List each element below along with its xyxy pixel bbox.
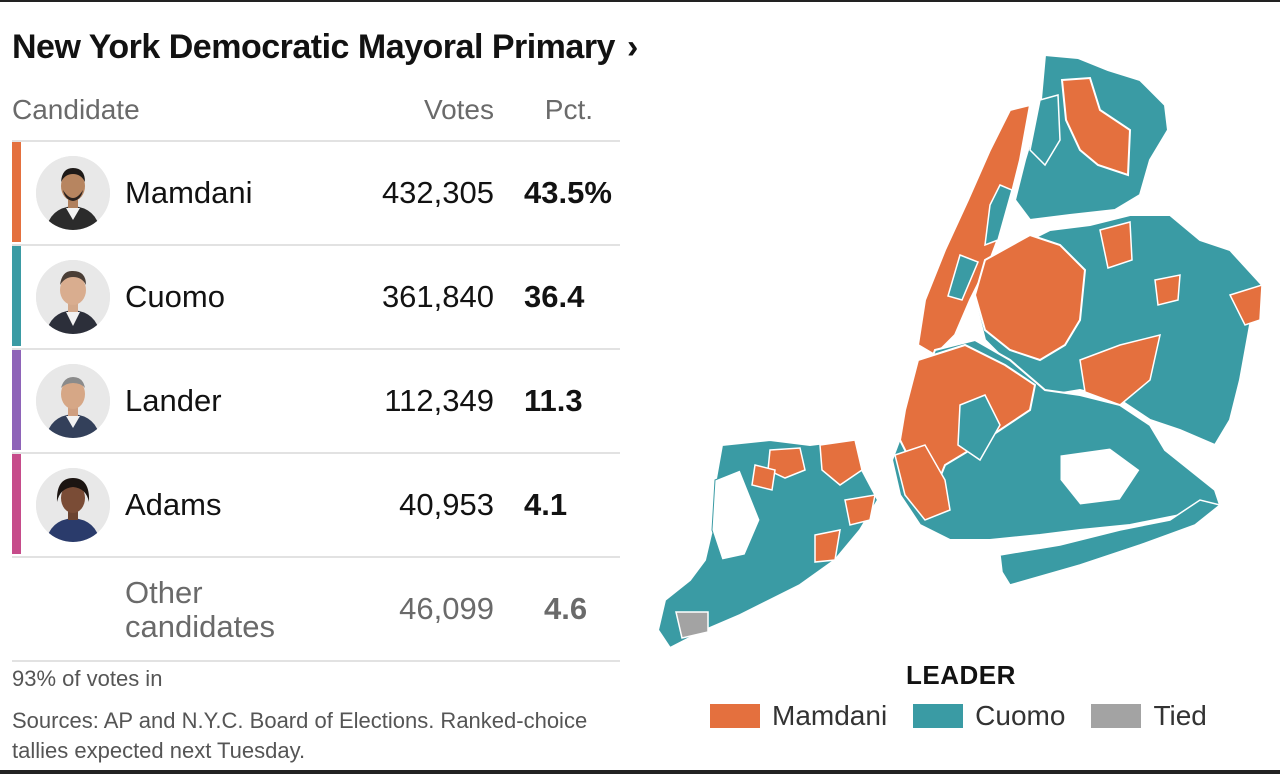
candidate-color-bar	[12, 142, 21, 242]
page-title: New York Democratic Mayoral Primary	[12, 28, 615, 66]
legend-item-cuomo: Cuomo	[913, 700, 1065, 732]
nyc-results-map	[656, 53, 1264, 650]
candidate-color-bar	[12, 246, 21, 346]
map-staten-island	[656, 438, 880, 650]
legend-item-tied: Tied	[1091, 700, 1207, 732]
column-header-votes: Votes	[423, 94, 494, 125]
other-candidates-pct: 4.6	[544, 591, 588, 626]
table-header: Candidate Votes Pct.	[12, 90, 620, 142]
column-header-candidate: Candidate	[12, 94, 140, 125]
legend-title: LEADER	[906, 660, 1016, 690]
map-bronx	[1013, 53, 1170, 222]
legend-label: Mamdani	[772, 700, 888, 731]
candidate-pct: 4.1	[524, 487, 568, 522]
reporting-status: 93% of votes in	[12, 666, 163, 691]
other-candidates-label: Other candidates	[125, 575, 275, 644]
avatar	[36, 260, 110, 334]
column-header-pct: Pct.	[544, 94, 593, 125]
legend-label: Tied	[1153, 700, 1207, 731]
title-link[interactable]: New York Democratic Mayoral Primary ›	[12, 28, 638, 67]
candidate-row-cuomo: Cuomo 361,840 36.4	[12, 246, 620, 350]
other-candidates-row: Other candidates 46,099 4.6	[12, 558, 620, 662]
candidate-row-mamdani: Mamdani 432,305 43.5%	[12, 142, 620, 246]
avatar	[36, 468, 110, 542]
candidate-row-adams: Adams 40,953 4.1	[12, 454, 620, 558]
candidate-name: Cuomo	[125, 279, 225, 314]
candidate-votes: 112,349	[384, 383, 494, 418]
avatar	[36, 364, 110, 438]
candidate-name: Lander	[125, 383, 222, 418]
candidate-pct: 36.4	[524, 279, 585, 314]
top-border	[0, 0, 1280, 2]
candidate-votes: 361,840	[381, 279, 494, 314]
map-legend: Mamdani Cuomo Tied	[710, 700, 1233, 732]
avatar	[36, 156, 110, 230]
chevron-right-icon: ›	[626, 28, 639, 66]
other-candidates-votes: 46,099	[399, 591, 494, 626]
map-brooklyn	[890, 338, 1222, 586]
candidate-pct: 11.3	[524, 383, 583, 418]
candidate-color-bar	[12, 454, 21, 554]
candidate-row-lander: Lander 112,349 11.3	[12, 350, 620, 454]
bottom-border	[0, 770, 1280, 774]
legend-swatch	[913, 704, 964, 728]
map-manhattan	[916, 103, 1032, 357]
legend-swatch	[1091, 704, 1142, 728]
map-queens	[973, 214, 1264, 447]
candidate-votes: 432,305	[381, 175, 494, 210]
candidate-pct: 43.5%	[524, 175, 612, 210]
candidate-name: Mamdani	[125, 175, 253, 210]
legend-label: Cuomo	[975, 700, 1066, 731]
legend-item-mamdani: Mamdani	[710, 700, 887, 732]
candidate-votes: 40,953	[399, 487, 494, 522]
sources-note: Sources: AP and N.Y.C. Board of Election…	[12, 708, 588, 763]
results-table: Candidate Votes Pct. Mamdani 432,305 43.…	[12, 90, 620, 662]
candidate-name: Adams	[125, 487, 222, 522]
candidate-color-bar	[12, 350, 21, 450]
legend-swatch	[710, 704, 760, 728]
